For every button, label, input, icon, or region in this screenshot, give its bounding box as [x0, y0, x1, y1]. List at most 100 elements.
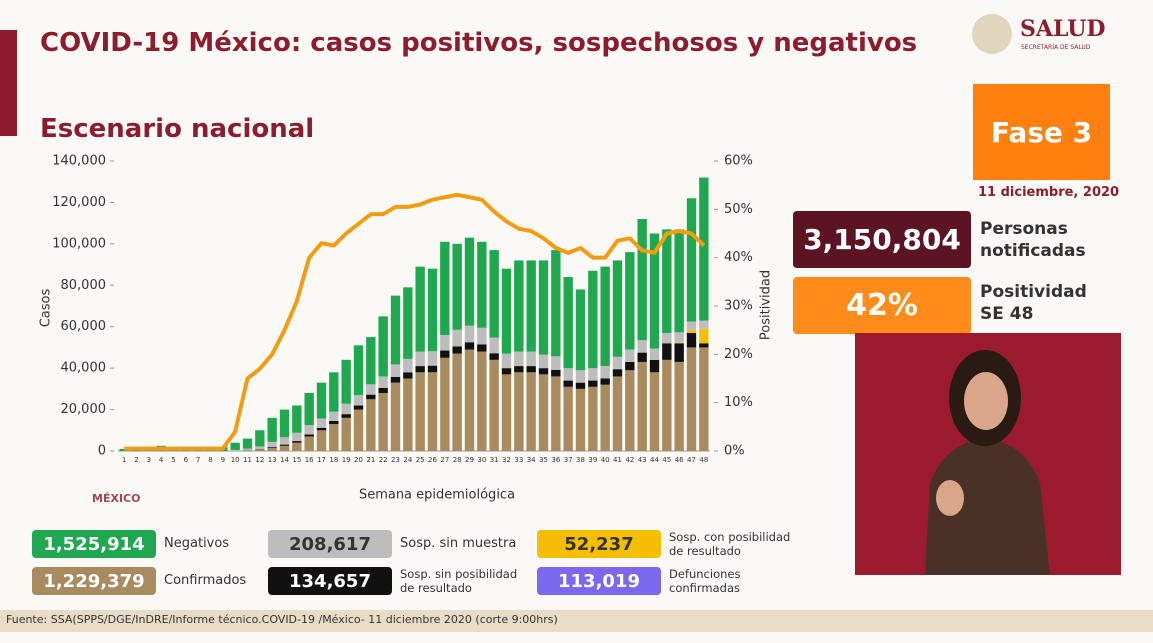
- bar-segment: [304, 436, 314, 451]
- bar-segment: [526, 372, 536, 451]
- bar-segment: [341, 414, 351, 418]
- bar-segment: [415, 372, 425, 451]
- bar-segment: [415, 266, 425, 352]
- notified-box: 3,150,804: [793, 211, 971, 268]
- bar-segment: [390, 364, 401, 377]
- bar-segment: [329, 424, 339, 451]
- bar-segment: [440, 350, 450, 358]
- bar-segment: [699, 328, 709, 344]
- legend-value: 1,229,379: [32, 567, 156, 595]
- bar-segment: [686, 347, 697, 451]
- x-tick-label: 43: [638, 456, 647, 464]
- bar-segment: [464, 349, 475, 451]
- bar-segment: [366, 399, 376, 451]
- bar-segment: [316, 418, 327, 428]
- x-tick-label: 34: [527, 456, 536, 464]
- y-tick-label: 140,000: [52, 154, 106, 169]
- legend-label: Sosp. con posibilidad de resultado: [669, 530, 791, 558]
- x-tick-label: 23: [391, 456, 400, 464]
- bar-segment: [427, 372, 438, 451]
- positivity-line: [124, 192, 706, 451]
- bar-segment: [341, 417, 351, 451]
- y2-tick-label: 30%: [724, 299, 753, 314]
- x-tick-label: 8: [208, 456, 212, 464]
- notified-label: Personas notificadas: [980, 219, 1086, 261]
- bar-segment: [600, 366, 610, 379]
- bar-segment: [575, 289, 586, 371]
- bar-segment: [625, 370, 635, 451]
- x-tick-label: 37: [564, 456, 573, 464]
- x-tick-label: 7: [196, 456, 200, 464]
- x-tick-label: 13: [268, 456, 277, 464]
- date: 11 diciembre, 2020: [978, 185, 1120, 200]
- bar-segment: [649, 233, 660, 349]
- bar-segment: [279, 437, 290, 445]
- x-tick-label: 6: [184, 456, 189, 464]
- x-tick-label: 48: [699, 456, 708, 464]
- bar-segment: [304, 425, 314, 435]
- bar-segment: [551, 356, 561, 370]
- bar-segment: [255, 446, 265, 450]
- bar-segment: [390, 376, 401, 383]
- bar-segment: [686, 198, 697, 322]
- subtitle: Escenario nacional: [40, 114, 315, 144]
- x-tick-label: 31: [490, 456, 499, 464]
- bar-segment: [464, 342, 475, 350]
- bar-segment: [649, 372, 660, 451]
- bar-segment: [674, 342, 684, 344]
- bar-segment: [686, 321, 697, 330]
- bar-segment: [304, 393, 314, 426]
- x-tick-label: 47: [687, 456, 696, 464]
- x-tick-label: 9: [221, 456, 225, 464]
- y2-tick-label: 10%: [724, 395, 753, 410]
- bar-segment: [538, 354, 549, 369]
- bar-segment: [612, 376, 623, 451]
- bar-segment: [279, 444, 290, 446]
- bar-segment: [674, 343, 684, 362]
- x-tick-label: 30: [477, 456, 486, 464]
- bar-segment: [316, 430, 327, 451]
- bar-segment: [477, 327, 487, 345]
- legend-value: 113,019: [537, 567, 661, 595]
- bar-segment: [267, 417, 277, 442]
- bar-segment: [637, 352, 647, 362]
- bar-segment: [575, 370, 586, 383]
- legend-label: Sosp. sin muestra: [400, 536, 517, 551]
- x-tick-label: 40: [601, 456, 610, 464]
- bar-segment: [612, 356, 623, 370]
- bar-segment: [464, 325, 475, 343]
- bar-segment: [686, 329, 697, 333]
- y-tick-label: 40,000: [61, 361, 107, 376]
- bar-segment: [477, 344, 487, 352]
- bar-segment: [489, 250, 499, 338]
- x-tick-label: 18: [329, 456, 338, 464]
- logo-emblem: [972, 14, 1012, 54]
- bar-segment: [403, 358, 413, 373]
- legend-value: 52,237: [537, 530, 661, 558]
- bar-segment: [588, 270, 598, 369]
- bar-segment: [637, 340, 647, 353]
- bar-segment: [551, 376, 561, 451]
- x-tick-label: 46: [675, 456, 684, 464]
- bar-segment: [489, 359, 499, 451]
- bar-segment: [489, 353, 499, 360]
- legend-value: 1,525,914: [32, 530, 156, 558]
- bar-segment: [366, 394, 376, 400]
- x-tick-label: 3: [147, 456, 151, 464]
- y2-tick-label: 40%: [724, 250, 753, 265]
- bar-segment: [674, 332, 684, 343]
- bar-segment: [242, 438, 253, 449]
- bar-segment: [551, 250, 561, 357]
- bar-segment: [440, 241, 450, 335]
- bar-segment: [649, 348, 660, 360]
- x-tick-label: 28: [453, 456, 462, 464]
- bar-segment: [292, 432, 302, 442]
- y-tick-label: 60,000: [61, 319, 107, 334]
- bar-segment: [501, 374, 512, 451]
- bar-segment: [699, 343, 709, 348]
- bar-segment: [452, 329, 462, 347]
- bar-segment: [267, 441, 277, 448]
- x-tick-label: 15: [292, 456, 301, 464]
- bar-segment: [403, 378, 413, 451]
